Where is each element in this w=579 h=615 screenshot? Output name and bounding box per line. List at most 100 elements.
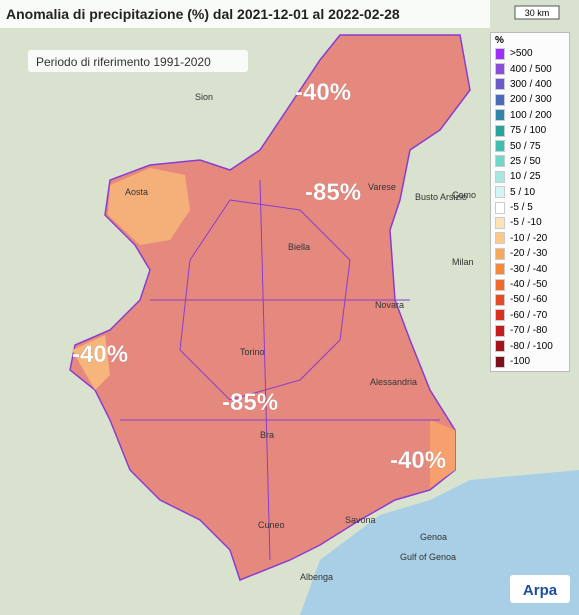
legend-label: 25 / 50 (510, 155, 541, 167)
place-label: Busto Arsizio (415, 192, 467, 202)
legend-label: 200 / 300 (510, 94, 552, 106)
legend-item: 25 / 50 (495, 154, 565, 169)
place-label: Milan (452, 257, 474, 267)
sea (300, 470, 579, 615)
legend-swatch (495, 201, 505, 214)
legend-swatch (495, 78, 505, 91)
legend-swatch (495, 309, 505, 322)
legend-label: 100 / 200 (510, 109, 552, 121)
legend-swatch (495, 47, 505, 60)
legend-label: -10 / -20 (510, 232, 548, 244)
legend-label: 5 / 10 (510, 186, 536, 198)
legend-item: 10 / 25 (495, 169, 565, 184)
legend-item: -30 / -40 (495, 261, 565, 276)
place-label: Biella (288, 242, 310, 252)
place-label: Sion (195, 92, 213, 102)
legend-item: >500 (495, 46, 565, 61)
title: Anomalia di precipitazione (%) dal 2021-… (6, 6, 400, 22)
legend-label: 50 / 75 (510, 140, 541, 152)
place-label: Genoa (420, 532, 447, 542)
annotation: -40% (295, 79, 351, 106)
legend-label: -80 / -100 (510, 340, 553, 352)
legend-swatch (495, 216, 505, 229)
annotation: -40% (390, 447, 446, 474)
legend-swatch (495, 155, 505, 168)
legend-label: -5 / -10 (510, 217, 542, 229)
legend-label: -20 / -30 (510, 248, 548, 260)
scale-label: 30 km (525, 8, 550, 18)
legend-item: 75 / 100 (495, 123, 565, 138)
region-light (108, 168, 190, 245)
place-label: Savona (345, 515, 376, 525)
legend-item: -60 / -70 (495, 308, 565, 323)
legend-swatch (495, 186, 505, 199)
legend-item: -80 / -100 (495, 338, 565, 353)
annotation: -85% (305, 179, 361, 206)
legend-label: 400 / 500 (510, 63, 552, 75)
legend-item: -20 / -30 (495, 246, 565, 261)
legend-swatch (495, 109, 505, 122)
legend-swatch (495, 63, 505, 76)
legend-label: 75 / 100 (510, 125, 547, 137)
place-label: Albenga (300, 572, 333, 582)
subtitle: Periodo di riferimento 1991-2020 (36, 55, 211, 69)
legend-item: -100 (495, 354, 565, 369)
legend-label: -5 / 5 (510, 202, 533, 214)
legend-item: -70 / -80 (495, 323, 565, 338)
legend-swatch (495, 340, 505, 353)
legend-label: >500 (510, 48, 533, 60)
region-light (72, 335, 110, 390)
place-label: Cuneo (258, 520, 285, 530)
legend-item: 300 / 400 (495, 77, 565, 92)
legend-item: 50 / 75 (495, 138, 565, 153)
legend-swatch (495, 278, 505, 291)
place-label: Torino (240, 347, 265, 357)
legend-swatch (495, 263, 505, 276)
place-label: Alessandria (370, 377, 417, 387)
place-label: Gulf of Genoa (400, 552, 456, 562)
place-label: Novara (375, 300, 404, 310)
legend-item: -5 / 5 (495, 200, 565, 215)
legend-item: -40 / -50 (495, 277, 565, 292)
legend-swatch (495, 124, 505, 137)
legend-swatch (495, 324, 505, 337)
legend-item: 200 / 300 (495, 92, 565, 107)
legend-label: -70 / -80 (510, 325, 548, 337)
legend-label: 300 / 400 (510, 78, 552, 90)
legend-swatch (495, 170, 505, 183)
logo: Arpa (523, 582, 558, 599)
legend-label: -50 / -60 (510, 294, 548, 306)
legend-label: -60 / -70 (510, 309, 548, 321)
title-bar (0, 0, 490, 28)
legend-swatch (495, 140, 505, 153)
legend: % >500 400 / 500 300 / 400 200 / 300 100 / 2… (490, 32, 570, 373)
subtitle-box (28, 50, 248, 72)
legend-item: -10 / -20 (495, 231, 565, 246)
legend-title: % (495, 35, 504, 46)
legend-swatch (495, 355, 505, 368)
legend-label: -100 (510, 356, 531, 367)
legend-swatch (495, 93, 505, 106)
logo-box (510, 575, 570, 603)
place-label: Bra (260, 430, 274, 440)
legend-swatch (495, 247, 505, 260)
region-light (430, 420, 455, 488)
legend-label: -30 / -40 (510, 263, 548, 275)
legend-label: 10 / 25 (510, 171, 541, 183)
legend-item: 400 / 500 (495, 61, 565, 76)
legend-item: -5 / -10 (495, 215, 565, 230)
legend-item: 5 / 10 (495, 185, 565, 200)
basin-lines (120, 179, 440, 561)
region (69, 34, 471, 581)
legend-item: -50 / -60 (495, 292, 565, 307)
annotation: -85% (222, 389, 278, 416)
place-label: Como (452, 190, 476, 200)
scale-bar (514, 5, 560, 20)
place-label: Varese (368, 182, 396, 192)
legend-swatch (495, 293, 505, 306)
legend-item: 100 / 200 (495, 108, 565, 123)
legend-swatch (495, 232, 505, 245)
annotation: -40% (72, 341, 128, 368)
